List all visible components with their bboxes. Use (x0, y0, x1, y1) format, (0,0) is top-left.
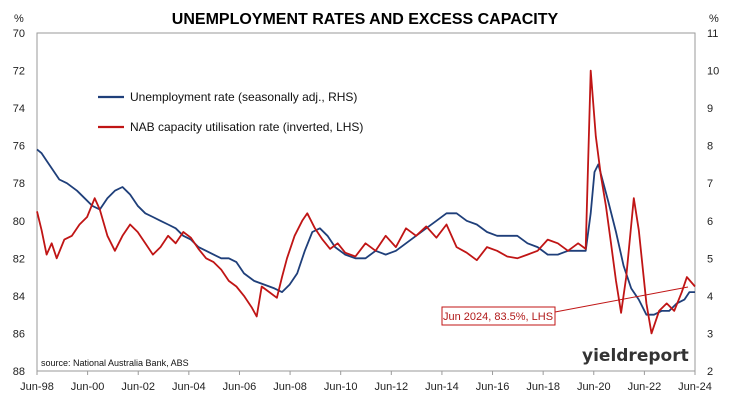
right-tick-label: 11 (707, 28, 718, 40)
right-tick-label: 7 (707, 178, 713, 190)
left-tick-label: 76 (13, 141, 25, 153)
left-axis: 70 72 74 76 78 80 82 84 86 88 (13, 28, 25, 378)
right-tick-label: 5 (707, 253, 713, 265)
x-tick-label: Jun-02 (121, 381, 155, 393)
x-tick-label: Jun-14 (425, 381, 459, 393)
brand-logo: yieldreport (582, 346, 689, 366)
x-axis: Jun-98 Jun-00 Jun-02 Jun-04 Jun-06 Jun-08 Jun-… (20, 371, 712, 393)
left-axis-unit: % (14, 13, 24, 25)
right-tick-label: 4 (707, 291, 713, 303)
plot-area (36, 32, 696, 372)
x-tick-label: Jun-24 (678, 381, 712, 393)
right-tick-label: 10 (707, 66, 719, 78)
right-axis-unit: % (709, 13, 719, 25)
annotation-box (441, 306, 556, 326)
legend-label-unemployment: Unemployment rate (seasonally adj., RHS) (130, 90, 357, 104)
chart-title: UNEMPLOYMENT RATES AND EXCESS CAPACITY (172, 11, 559, 28)
legend: Unemployment rate (seasonally adj., RHS)… (98, 90, 363, 134)
left-tick-label: 70 (13, 28, 25, 40)
x-tick-label: Jun-18 (526, 381, 560, 393)
left-tick-label: 82 (13, 253, 25, 265)
right-tick-label: 8 (707, 141, 713, 153)
x-tick-label: Jun-08 (273, 381, 307, 393)
left-tick-label: 86 (13, 328, 25, 340)
annotation-leader-line (554, 286, 689, 313)
x-tick-label: Jun-16 (476, 381, 510, 393)
left-tick-label: 80 (13, 216, 25, 228)
series-line-capacity (36, 69, 696, 335)
x-tick-label: Jun-00 (71, 381, 105, 393)
left-tick-label: 74 (13, 103, 25, 115)
x-tick-label: Jun-22 (628, 381, 662, 393)
x-tick-label: Jun-98 (20, 381, 54, 393)
x-tick-label: Jun-12 (374, 381, 408, 393)
left-tick-label: 72 (13, 66, 25, 78)
annotation: Jun 2024, 83.5%, LHS (441, 286, 689, 326)
annotation-text: Jun 2024, 83.5%, LHS (443, 311, 553, 323)
x-tick-label: Jun-04 (172, 381, 206, 393)
right-tick-label: 9 (707, 103, 713, 115)
right-tick-label: 3 (707, 328, 713, 340)
left-tick-label: 78 (13, 178, 25, 190)
x-tick-label: Jun-20 (577, 381, 611, 393)
left-tick-label: 84 (13, 291, 25, 303)
right-axis: 11 10 9 8 7 6 5 4 3 2 (707, 28, 719, 378)
right-tick-label: 6 (707, 216, 713, 228)
right-tick-label: 2 (707, 366, 713, 378)
source-note: source: National Australia Bank, ABS (41, 358, 189, 368)
x-tick-label: Jun-06 (223, 381, 257, 393)
brand-text: yieldreport (582, 346, 689, 366)
legend-label-capacity: NAB capacity utilisation rate (inverted,… (130, 120, 363, 134)
left-tick-label: 88 (13, 366, 25, 378)
x-tick-label: Jun-10 (324, 381, 358, 393)
series-layer (36, 69, 696, 335)
